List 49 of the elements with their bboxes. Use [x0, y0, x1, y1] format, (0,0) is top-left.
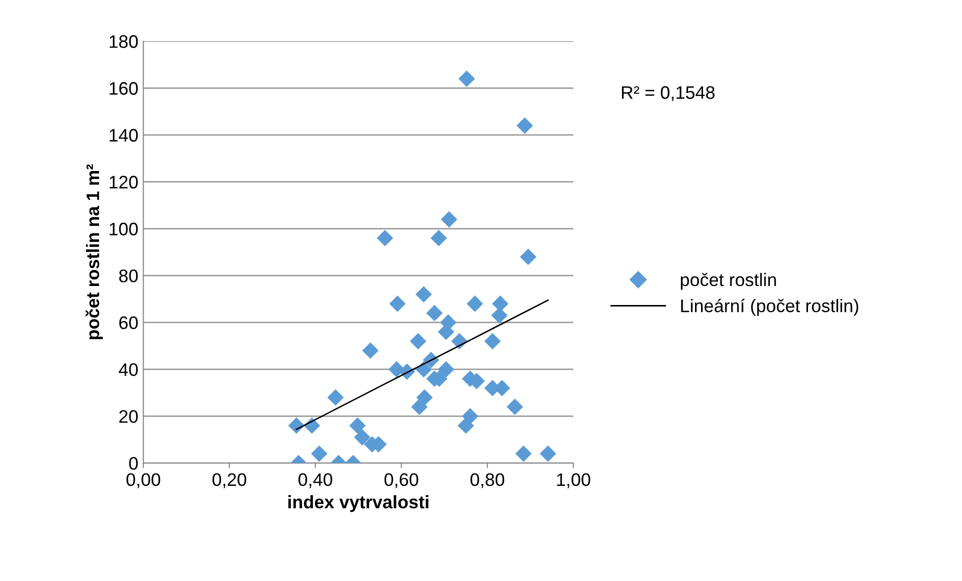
x-tick-label: 0,60 — [384, 473, 418, 488]
point — [466, 295, 484, 312]
y-tick-label: 80 — [119, 270, 138, 282]
point — [430, 230, 447, 246]
text: R² = 0,1548 — [622, 86, 715, 102]
point — [411, 398, 428, 416]
legend-label: počet rostlin — [680, 272, 776, 290]
y-tick-label: 160 — [110, 82, 138, 95]
point — [354, 429, 370, 446]
point — [491, 307, 508, 324]
y-tick-label: 0 — [129, 456, 138, 470]
point — [458, 70, 475, 87]
point — [484, 332, 501, 350]
point — [440, 211, 458, 228]
point — [376, 230, 394, 246]
point — [458, 417, 474, 434]
point — [362, 342, 379, 359]
point — [520, 248, 536, 266]
point — [492, 295, 508, 312]
y-tick-label: 100 — [110, 222, 138, 236]
y-tick-label: 140 — [110, 128, 138, 142]
y-tick-label: 60 — [119, 316, 138, 330]
point — [540, 445, 556, 462]
point — [426, 304, 443, 322]
x-tick-label: 0,80 — [470, 473, 504, 488]
point — [288, 417, 305, 434]
point — [415, 361, 432, 378]
point — [515, 445, 532, 462]
point — [327, 389, 344, 406]
x-axis-title: index vytrvalosti — [288, 495, 428, 512]
point — [438, 361, 454, 378]
point — [415, 286, 432, 303]
x-tick-label: 0,40 — [298, 473, 332, 488]
y-tick-label: 40 — [118, 363, 138, 376]
x-tick-label: 1,00 — [557, 473, 590, 488]
point — [349, 417, 366, 434]
point — [410, 332, 426, 350]
y-tick-label: 20 — [119, 410, 138, 423]
y-axis-title: počet rostlin na 1 m² — [86, 164, 103, 340]
point — [516, 117, 533, 134]
x-tick-label: 0,00 — [126, 473, 160, 488]
point — [310, 445, 328, 462]
x-tick-label: 0,20 — [212, 473, 246, 488]
point — [416, 389, 433, 406]
y-tick-label: 180 — [110, 35, 138, 48]
point — [506, 398, 524, 416]
legend-label: Lineární (počet rostlin) — [681, 298, 858, 316]
point — [389, 295, 406, 312]
y-tick-label: 120 — [110, 176, 138, 189]
